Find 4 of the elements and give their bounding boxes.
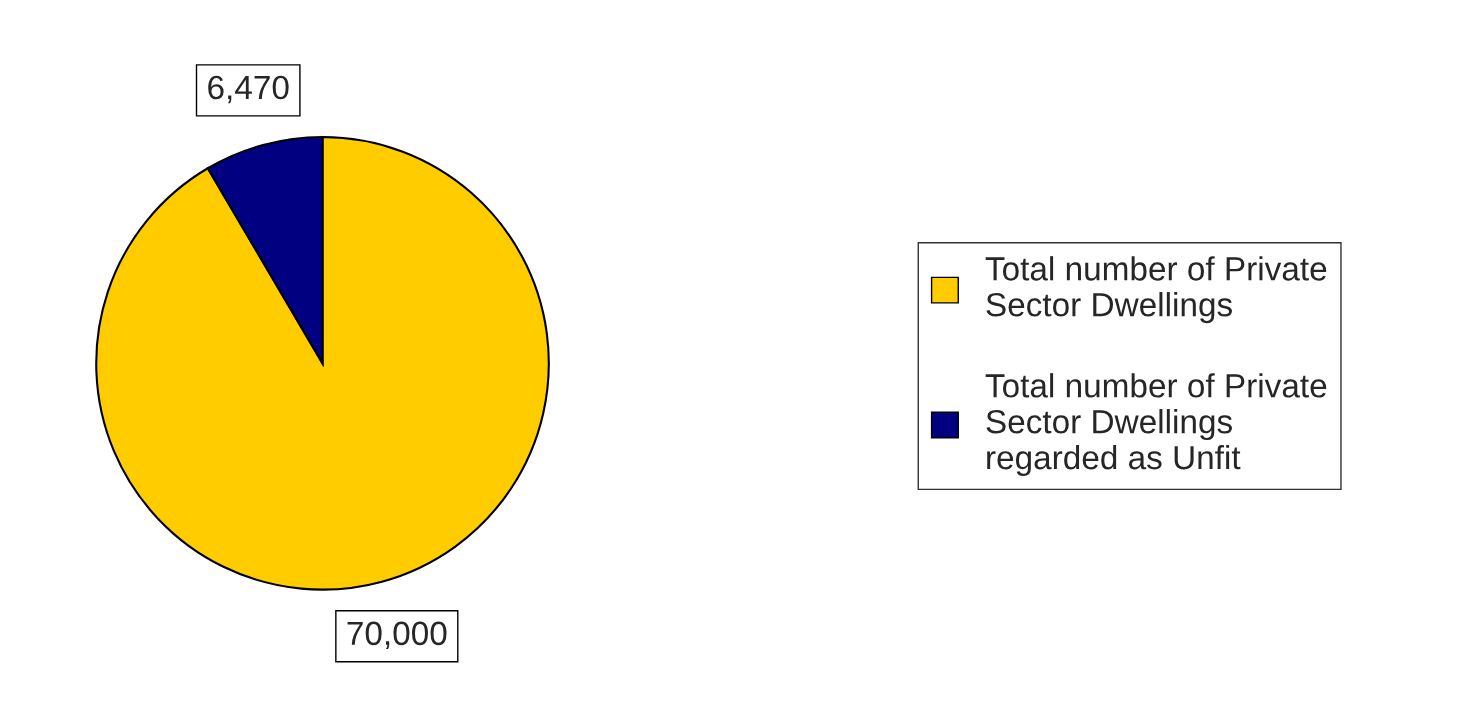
legend-label: Total number of Private Sector Dwellings bbox=[985, 256, 1327, 324]
data-label: 70,000 bbox=[347, 621, 447, 650]
legend-label: Total number of Private Sector Dwellings regarded as Unfit bbox=[985, 373, 1327, 477]
data-label: 6,470 bbox=[208, 75, 289, 104]
